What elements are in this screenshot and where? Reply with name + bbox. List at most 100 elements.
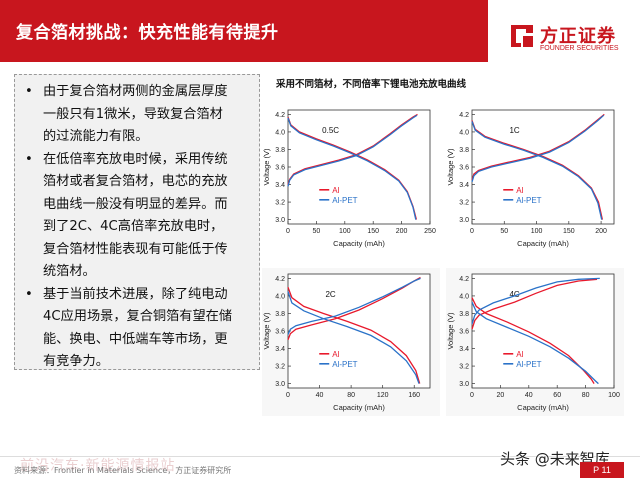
y-tick-label: 3.8 bbox=[275, 147, 285, 154]
y-tick-label: 3.8 bbox=[459, 147, 469, 154]
bullet-line: 在低倍率充放电时候，采用传统 bbox=[43, 151, 228, 167]
legend-label: Al bbox=[516, 186, 523, 195]
x-tick-label: 80 bbox=[347, 392, 355, 399]
series-line-al-pet bbox=[287, 117, 417, 220]
bullet-line: 有竞争力。 bbox=[43, 354, 109, 369]
y-axis-label: Voltage (V) bbox=[446, 148, 455, 186]
y-tick-label: 3.0 bbox=[459, 217, 469, 224]
x-tick-label: 250 bbox=[424, 228, 436, 235]
bullet-marker: • bbox=[25, 286, 33, 302]
y-tick-label: 3.2 bbox=[275, 364, 285, 371]
figure-title: 采用不同箔材，不同倍率下锂电池充放电曲线 bbox=[276, 79, 467, 90]
y-tick-label: 4.0 bbox=[275, 129, 285, 136]
series-line-al-pet bbox=[471, 301, 599, 385]
y-tick-label: 3.4 bbox=[459, 346, 469, 353]
x-tick-label: 200 bbox=[595, 228, 607, 235]
bullet-line: 4C应用场景，复合铜箔有望在储 bbox=[43, 309, 233, 324]
y-axis-label: Voltage (V) bbox=[262, 148, 271, 186]
legend-label: Al-PET bbox=[516, 196, 541, 205]
series-line-al bbox=[287, 286, 421, 384]
chart-rate-label: 4C bbox=[509, 290, 519, 299]
x-tick-label: 20 bbox=[497, 392, 505, 399]
legend-label: Al bbox=[516, 350, 523, 359]
x-tick-label: 0 bbox=[286, 392, 290, 399]
title-bar: 复合箔材挑战：快充性能有待提升 bbox=[0, 0, 488, 62]
series-line-al-pet bbox=[471, 121, 603, 220]
bullet-list: • 由于复合箔材两侧的金属层厚度 一般只有1微米，导致复合箔材 的过流能力有限。 • 在低… bbox=[25, 81, 251, 374]
founder-logo-icon bbox=[511, 25, 533, 47]
plot-frame bbox=[471, 273, 615, 389]
chart-4c: 0 20 40 60 80 100 3.0 3.2 3.4 3.6 3.8 4.0 4.2 Capacit… bbox=[446, 268, 624, 416]
legend-label: Al bbox=[332, 186, 339, 195]
bullet-line: 能、换电、中低端车等市场，更 bbox=[43, 331, 228, 347]
company-logo: 方正证券 FOUNDER SECURITIES bbox=[508, 20, 632, 60]
bullet-line: 电曲线一般没有明显的差异。而 bbox=[43, 196, 228, 212]
x-tick-label: 40 bbox=[316, 392, 324, 399]
y-tick-label: 4.2 bbox=[275, 276, 285, 283]
chart-rate-label: 1C bbox=[509, 126, 519, 135]
x-tick-label: 150 bbox=[367, 228, 379, 235]
bullet-item: • 由于复合箔材两侧的金属层厚度 一般只有1微米，导致复合箔材 的过流能力有限。 bbox=[25, 81, 251, 149]
y-tick-label: 3.6 bbox=[275, 165, 285, 172]
x-tick-label: 150 bbox=[563, 228, 575, 235]
x-tick-label: 200 bbox=[396, 228, 408, 235]
y-tick-label: 3.4 bbox=[275, 182, 285, 189]
bullet-line: 由于复合箔材两侧的金属层厚度 bbox=[43, 84, 228, 99]
y-tick-label: 3.0 bbox=[459, 381, 469, 388]
y-tick-label: 3.2 bbox=[459, 364, 469, 371]
x-tick-label: 0 bbox=[470, 228, 474, 235]
bullet-panel: • 由于复合箔材两侧的金属层厚度 一般只有1微米，导致复合箔材 的过流能力有限。 • 在低… bbox=[14, 74, 260, 370]
y-tick-label: 4.2 bbox=[459, 112, 469, 119]
x-tick-label: 100 bbox=[608, 392, 620, 399]
page-title: 复合箔材挑战：快充性能有待提升 bbox=[16, 23, 279, 43]
bullet-marker: • bbox=[25, 84, 33, 99]
footer-watermark: 前沿汽车·新能源情报站 bbox=[20, 458, 176, 474]
plot-frame bbox=[287, 109, 431, 225]
x-tick-label: 160 bbox=[408, 392, 420, 399]
y-tick-label: 3.6 bbox=[459, 165, 469, 172]
series-line-al-pet bbox=[287, 114, 418, 187]
logo-name-cn: 方正证券 bbox=[540, 26, 616, 47]
x-tick-label: 40 bbox=[525, 392, 533, 399]
y-tick-label: 4.2 bbox=[275, 112, 285, 119]
bullet-line: 基于当前技术进展，除了纯电动 bbox=[43, 286, 228, 302]
legend-label: Al bbox=[332, 350, 339, 359]
bullet-marker: • bbox=[25, 151, 33, 167]
chart-rate-label: 2C bbox=[325, 290, 335, 299]
y-axis-label: Voltage (V) bbox=[262, 312, 271, 350]
x-tick-label: 100 bbox=[339, 228, 351, 235]
y-tick-label: 3.4 bbox=[275, 346, 285, 353]
x-tick-label: 120 bbox=[377, 392, 389, 399]
y-tick-label: 3.0 bbox=[275, 381, 285, 388]
y-axis-label: Voltage (V) bbox=[446, 312, 455, 350]
chart-rate-label: 0.5C bbox=[322, 126, 339, 135]
legend-label: Al-PET bbox=[516, 360, 541, 369]
legend-label: Al-PET bbox=[332, 196, 357, 205]
chart-1c: 0 50 100 150 200 3.0 3.2 3.4 3.6 3.8 4.0 4.2 Capacit… bbox=[446, 109, 615, 248]
bullet-line: 到了2C、4C高倍率充放电时， bbox=[43, 219, 224, 234]
page-number: P 11 bbox=[580, 462, 624, 478]
y-tick-label: 3.6 bbox=[459, 329, 469, 336]
bullet-item: • 在低倍率充放电时候，采用传统 箔材或者复合箔材，电芯的充放 电曲线一般没有明显的差… bbox=[25, 149, 251, 284]
series-line-al bbox=[471, 278, 598, 330]
chart-0-5c: 0 50 100 150 200 250 3.0 3.2 3.4 3.6 3.8 4.0 4.2 Capa… bbox=[262, 109, 436, 248]
bullet-line: 一般只有1微米，导致复合箔材 bbox=[43, 106, 223, 122]
series-line-al-pet bbox=[287, 291, 420, 384]
x-axis-label: Capacity (mAh) bbox=[517, 403, 569, 412]
bullet-item: • 基于当前技术进展，除了纯电动 4C应用场景，复合铜箔有望在储 能、换电、中低端车等… bbox=[25, 284, 251, 374]
chart-2c: 0 40 80 120 160 3.0 3.2 3.4 3.6 3.8 4.0 4.2 Capacity… bbox=[262, 268, 440, 416]
bullet-line: 的过流能力有限。 bbox=[43, 129, 149, 144]
series-line-al-pet bbox=[471, 277, 600, 325]
y-tick-label: 3.6 bbox=[275, 329, 285, 336]
y-tick-label: 3.2 bbox=[275, 200, 285, 207]
bullet-line: 复合箔材性能表现有可能低于传 bbox=[43, 241, 228, 257]
series-line-al bbox=[471, 297, 595, 384]
plot-frame bbox=[471, 109, 615, 225]
x-tick-label: 50 bbox=[313, 228, 321, 235]
legend-label: Al-PET bbox=[332, 360, 357, 369]
y-tick-label: 4.0 bbox=[459, 129, 469, 136]
x-tick-label: 50 bbox=[500, 228, 508, 235]
y-tick-label: 4.0 bbox=[459, 293, 469, 300]
y-tick-label: 4.2 bbox=[459, 276, 469, 283]
